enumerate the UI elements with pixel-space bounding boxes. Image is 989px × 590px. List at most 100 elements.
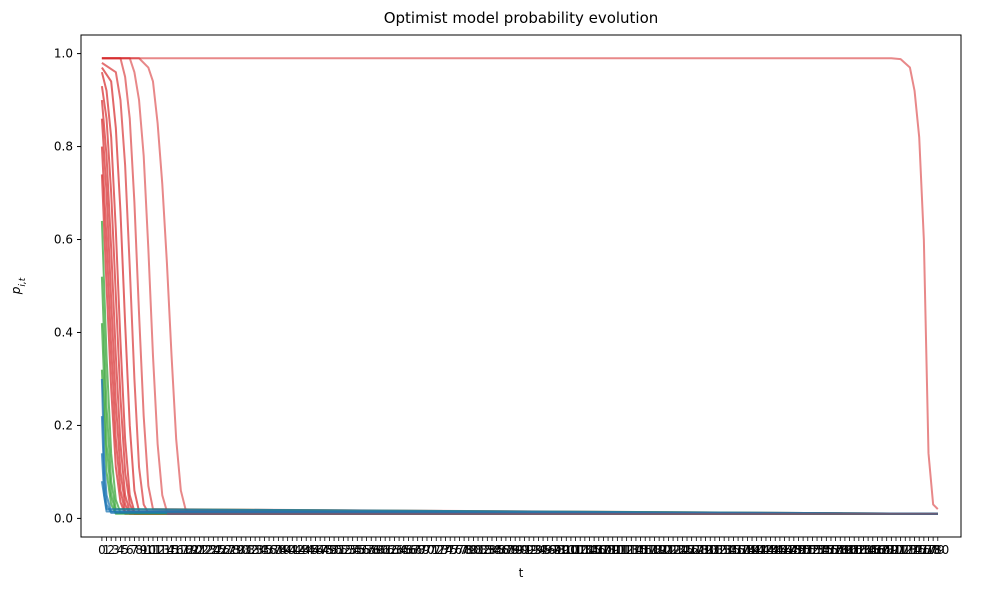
x-tick-label: 90 (512, 543, 527, 557)
x-tick-label: 46 (308, 543, 323, 557)
x-tick-label: 135 (717, 543, 740, 557)
x-tick-label: 109 (597, 543, 620, 557)
x-tick-label: 59 (368, 543, 383, 557)
x-tick-label: 37 (266, 543, 281, 557)
x-tick-label: 172 (889, 543, 912, 557)
x-tick-label: 12 (150, 543, 165, 557)
x-axis-label: t (519, 566, 524, 580)
x-tick-label: 137 (727, 543, 750, 557)
x-tick-label: 71 (424, 543, 439, 557)
x-tick-label: 176 (908, 543, 931, 557)
x-tick-label: 158 (824, 543, 847, 557)
x-tick-label: 3 (112, 543, 120, 557)
x-tick-label: 118 (638, 543, 661, 557)
y-tick-label: 0.0 (54, 511, 73, 525)
x-tick-label: 97 (545, 543, 560, 557)
x-tick-label: 95 (535, 543, 550, 557)
x-tick-label: 45 (303, 543, 318, 557)
y-tick-label: 0.4 (54, 325, 73, 339)
x-tick-label: 24 (206, 543, 221, 557)
x-tick-label: 107 (587, 543, 610, 557)
x-tick-label: 127 (680, 543, 703, 557)
x-tick-label: 83 (480, 543, 495, 557)
x-tick-label: 155 (810, 543, 833, 557)
series-line-0 (101, 57, 939, 510)
x-tick-label: 13 (155, 543, 170, 557)
x-tick-label: 112 (611, 543, 634, 557)
x-tick-label: 43 (294, 543, 309, 557)
x-tick-label: 146 (768, 543, 791, 557)
x-tick-label: 51 (331, 543, 346, 557)
x-tick-label: 170 (880, 543, 903, 557)
x-tick-label: 160 (833, 543, 856, 557)
x-tick-label: 23 (201, 543, 216, 557)
x-tick-label: 92 (521, 543, 536, 557)
x-tick-label: 50 (326, 543, 341, 557)
x-tick-label: 180 (926, 543, 949, 557)
plot-area (100, 57, 939, 515)
x-tick-label: 177 (912, 543, 935, 557)
x-tick-label: 174 (898, 543, 921, 557)
x-tick-label: 120 (648, 543, 671, 557)
x-tick-label: 126 (676, 543, 699, 557)
x-tick-label: 144 (759, 543, 782, 557)
x-tick-label: 101 (559, 543, 582, 557)
x-tick-label: 136 (722, 543, 745, 557)
x-tick-label: 62 (382, 543, 397, 557)
x-tick-label: 11 (145, 543, 160, 557)
x-tick-label: 94 (531, 543, 546, 557)
x-tick-label: 76 (447, 543, 462, 557)
x-tick-label: 35 (257, 543, 272, 557)
x-tick-label: 6 (126, 543, 134, 557)
x-tick-label: 0 (98, 543, 106, 557)
x-tick-label: 166 (861, 543, 884, 557)
x-tick-label: 30 (234, 543, 249, 557)
x-tick-label: 56 (354, 543, 369, 557)
x-tick-label: 142 (750, 543, 773, 557)
x-tick-label: 34 (252, 543, 267, 557)
x-tick-label: 16 (169, 543, 184, 557)
series-line-3 (101, 57, 938, 515)
x-tick-label: 68 (410, 543, 425, 557)
x-tick-label: 33 (248, 543, 263, 557)
x-tick-label: 20 (187, 543, 202, 557)
x-tick-label: 31 (238, 543, 253, 557)
x-tick-label: 153 (801, 543, 824, 557)
x-tick-label: 103 (569, 543, 592, 557)
x-tick-label: 54 (345, 543, 360, 557)
x-tick-label: 115 (624, 543, 647, 557)
x-tick-label: 79 (461, 543, 476, 557)
x-tick-label: 10 (141, 543, 156, 557)
x-tick-label: 124 (666, 543, 689, 557)
x-tick-label: 168 (871, 543, 894, 557)
x-tick-label: 122 (657, 543, 680, 557)
x-tick-label: 98 (549, 543, 564, 557)
y-axis-label-subscript: i,t (18, 277, 28, 286)
x-tick-label: 114 (620, 543, 643, 557)
x-tick-label: 91 (517, 543, 532, 557)
x-tick-label: 67 (405, 543, 420, 557)
x-tick-label: 110 (601, 543, 624, 557)
x-tick-label: 133 (708, 543, 731, 557)
x-tick-label: 86 (494, 543, 509, 557)
x-tick-label: 108 (592, 543, 615, 557)
x-tick-label: 129 (689, 543, 712, 557)
x-tick-label: 104 (573, 543, 596, 557)
x-tick-label: 25 (210, 543, 225, 557)
x-tick-label: 171 (885, 543, 908, 557)
series-line-5 (101, 66, 938, 515)
x-tick-label: 28 (224, 543, 239, 557)
x-tick-label: 157 (820, 543, 843, 557)
y-axis-label-group: pi,t (9, 277, 28, 295)
x-tick-label: 128 (685, 543, 708, 557)
x-tick-label: 105 (578, 543, 601, 557)
x-tick-label: 179 (922, 543, 945, 557)
x-tick-label: 73 (433, 543, 448, 557)
x-tick-label: 49 (322, 543, 337, 557)
y-tick-label: 1.0 (54, 47, 73, 61)
x-tick-label: 47 (313, 543, 328, 557)
x-tick-label: 1 (103, 543, 111, 557)
x-tick-label: 131 (699, 543, 722, 557)
x-tick-label: 159 (829, 543, 852, 557)
